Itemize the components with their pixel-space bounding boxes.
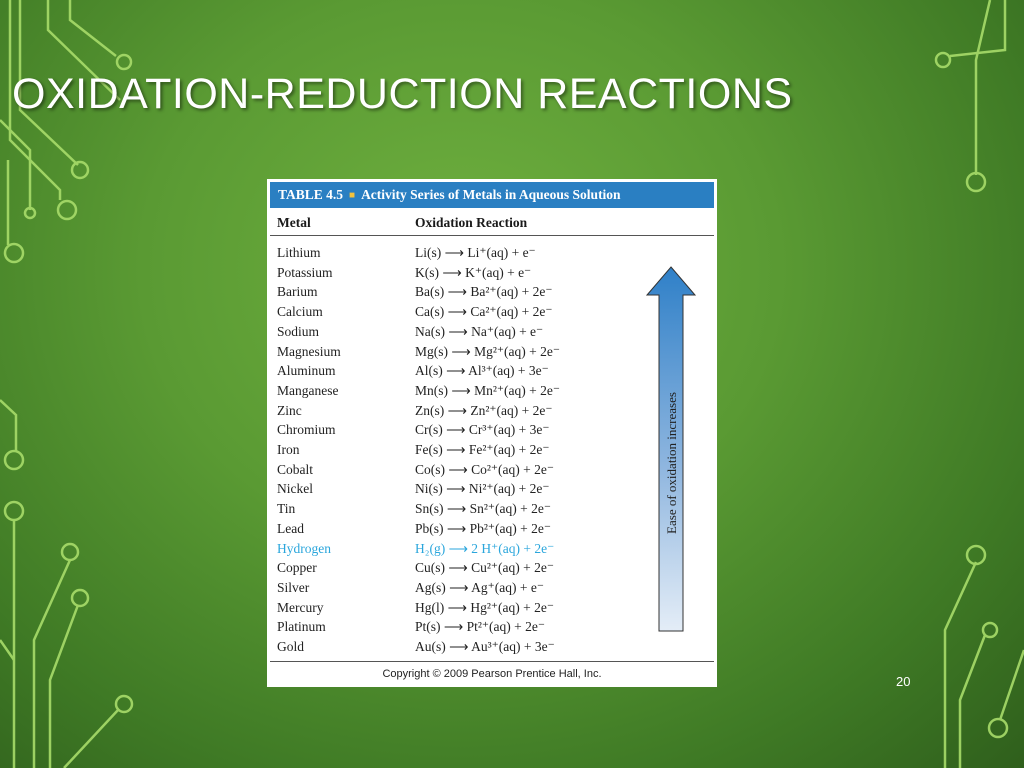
metal-name: Zinc [277,402,302,418]
oxidation-reaction: Li(s) ⟶ Li⁺(aq) + e⁻ [415,245,536,260]
table-row: Magnesium Mg(s) ⟶ Mg²⁺(aq) + 2e⁻ [267,342,717,361]
table-header: TABLE 4.5 ■ Activity Series of Metals in A… [270,182,714,208]
metal-name: Nickel [277,481,313,497]
oxidation-reaction: Pb(s) ⟶ Pb²⁺(aq) + 2e⁻ [415,520,552,536]
column-header-reaction: Oxidation Reaction [415,215,528,230]
table-row: Potassium K(s) ⟶ K⁺(aq) + e⁻ [267,263,717,282]
metal-name: Iron [277,442,300,457]
column-header-metal: Metal [277,215,311,230]
slide-number: 20 [896,674,911,689]
arrow-label: Ease of oxidation increases [664,392,679,534]
metal-name: Manganese [277,382,339,398]
oxidation-reaction: Pt(s) ⟶ Pt²⁺(aq) + 2e⁻ [415,619,546,635]
metal-name: Gold [277,639,304,654]
metal-name: Lithium [277,245,321,260]
metal-name: Magnesium [277,343,341,359]
oxidation-reaction: Ba(s) ⟶ Ba²⁺(aq) + 2e⁻ [415,284,553,300]
metal-name: Calcium [277,304,323,320]
oxidation-reaction: Cr(s) ⟶ Cr³⁺(aq) + 3e⁻ [415,422,550,438]
oxidation-reaction: Cu(s) ⟶ Cu²⁺(aq) + 2e⁻ [415,560,554,576]
oxidation-reaction: Ca(s) ⟶ Ca²⁺(aq) + 2e⁻ [415,304,553,320]
table-row: Lead Pb(s) ⟶ Pb²⁺(aq) + 2e⁻ [267,519,717,538]
table-row: Mercury Hg(l) ⟶ Hg²⁺(aq) + 2e⁻ [267,598,717,617]
table-row: Tin Sn(s) ⟶ Sn²⁺(aq) + 2e⁻ [267,499,717,518]
metal-name: Lead [277,520,304,536]
metal-name: Barium [277,284,318,300]
activity-series-table: TABLE 4.5 ■ Activity Series of Metals in A… [267,179,717,687]
oxidation-reaction: Mg(s) ⟶ Mg²⁺(aq) + 2e⁻ [415,343,560,359]
upward-arrow-icon [645,266,697,632]
metal-name: Platinum [277,619,326,635]
table-row: Lithium Li(s) ⟶ Li⁺(aq) + e⁻ [267,243,717,262]
oxidation-reaction: Ag(s) ⟶ Ag⁺(aq) + e⁻ [415,579,544,595]
table-row: Cobalt Co(s) ⟶ Co²⁺(aq) + 2e⁻ [267,460,717,479]
table-row: Aluminum Al(s) ⟶ Al³⁺(aq) + 3e⁻ [267,361,717,380]
table-row: Zinc Zn(s) ⟶ Zn²⁺(aq) + 2e⁻ [267,401,717,420]
metal-name: Sodium [277,323,320,339]
table-row: Copper Cu(s) ⟶ Cu²⁺(aq) + 2e⁻ [267,558,717,577]
oxidation-reaction: Al(s) ⟶ Al³⁺(aq) + 3e⁻ [415,363,549,379]
oxidation-reaction: Sn(s) ⟶ Sn²⁺(aq) + 2e⁻ [415,501,552,517]
table-row: Silver Ag(s) ⟶ Ag⁺(aq) + e⁻ [267,578,717,597]
metal-name: Hydrogen [277,540,331,556]
metal-name: Chromium [277,422,336,438]
table-row: Calcium Ca(s) ⟶ Ca²⁺(aq) + 2e⁻ [267,302,717,321]
slide-title: OXIDATION-REDUCTION REACTIONS [12,70,793,118]
metal-name: Potassium [277,264,333,280]
header-divider [270,235,714,236]
oxidation-reaction: Hg(l) ⟶ Hg²⁺(aq) + 2e⁻ [415,599,554,615]
oxidation-reaction: Zn(s) ⟶ Zn²⁺(aq) + 2e⁻ [415,402,553,418]
table-row: Chromium Cr(s) ⟶ Cr³⁺(aq) + 3e⁻ [267,420,717,439]
square-bullet-icon: ■ [349,190,356,201]
copyright-notice: Copyright © 2009 Pearson Prentice Hall, … [382,668,602,680]
metal-name: Silver [277,579,310,595]
table-number: TABLE 4.5 [278,187,344,202]
oxidation-reaction: Fe(s) ⟶ Fe²⁺(aq) + 2e⁻ [415,442,550,457]
table-title: Activity Series of Metals in Aqueous Sol… [361,187,621,202]
metal-name: Cobalt [277,461,313,477]
table-row: Hydrogen H₂(g) ⟶ 2 H⁺(aq) + 2e⁻ [267,539,717,558]
oxidation-reaction: Na(s) ⟶ Na⁺(aq) + e⁻ [415,323,544,339]
table-row: Barium Ba(s) ⟶ Ba²⁺(aq) + 2e⁻ [267,282,717,301]
oxidation-reaction: H₂(g) ⟶ 2 H⁺(aq) + 2e⁻ [415,540,555,556]
metal-name: Mercury [277,599,324,615]
table-row: Iron Fe(s) ⟶ Fe²⁺(aq) + 2e⁻ [267,440,717,459]
table-row: Platinum Pt(s) ⟶ Pt²⁺(aq) + 2e⁻ [267,617,717,636]
table-row: Sodium Na(s) ⟶ Na⁺(aq) + e⁻ [267,322,717,341]
table-row: Manganese Mn(s) ⟶ Mn²⁺(aq) + 2e⁻ [267,381,717,400]
metal-name: Copper [277,560,317,576]
oxidation-reaction: Mn(s) ⟶ Mn²⁺(aq) + 2e⁻ [415,382,560,398]
oxidation-reaction: Co(s) ⟶ Co²⁺(aq) + 2e⁻ [415,461,554,477]
oxidation-reaction: K(s) ⟶ K⁺(aq) + e⁻ [415,264,532,280]
metal-name: Tin [277,501,296,517]
metal-name: Aluminum [277,363,336,379]
oxidation-reaction: Ni(s) ⟶ Ni²⁺(aq) + 2e⁻ [415,481,550,497]
footer-divider [270,661,714,662]
table-row: Nickel Ni(s) ⟶ Ni²⁺(aq) + 2e⁻ [267,479,717,498]
oxidation-reaction: Au(s) ⟶ Au³⁺(aq) + 3e⁻ [415,639,555,654]
table-row: Gold Au(s) ⟶ Au³⁺(aq) + 3e⁻ [267,637,717,656]
